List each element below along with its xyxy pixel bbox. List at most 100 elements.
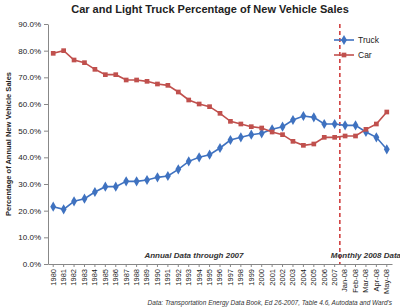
x-tick: 1980	[49, 264, 58, 286]
x-tick-mark	[220, 264, 221, 267]
y-tick-label: 50.0%	[18, 127, 41, 136]
marker	[353, 134, 358, 139]
x-tick-label: 1984	[90, 269, 99, 286]
marker	[186, 156, 192, 166]
y-tick-label: 0.0%	[23, 260, 41, 269]
y-tick: 40.0%	[18, 153, 48, 162]
x-tick-mark	[53, 264, 54, 267]
marker	[384, 110, 389, 115]
marker	[93, 67, 98, 72]
legend-marker	[342, 53, 347, 58]
legend-marker	[341, 35, 347, 45]
y-tick: 80.0%	[18, 47, 48, 56]
marker	[50, 202, 56, 212]
marker	[311, 112, 317, 122]
x-tick-label: 2002	[278, 269, 287, 286]
x-tick-mark	[105, 264, 106, 267]
x-tick-label: 2000	[257, 269, 266, 286]
legend-label: Car	[358, 50, 372, 60]
y-tick-mark	[44, 104, 48, 105]
x-tick-mark	[313, 264, 314, 267]
marker	[248, 130, 254, 140]
marker	[51, 51, 56, 56]
x-tick: 1992	[174, 264, 183, 286]
marker	[165, 171, 171, 181]
marker	[322, 135, 327, 140]
marker	[290, 115, 296, 125]
marker	[113, 72, 118, 77]
x-tick-label: 2001	[268, 269, 277, 286]
plot-area	[50, 48, 389, 214]
y-tick-label: 90.0%	[18, 20, 41, 29]
x-tick-label: Mar-08	[361, 269, 370, 293]
x-tick-label: 1994	[195, 269, 204, 286]
marker	[249, 124, 254, 129]
x-tick-mark	[292, 264, 293, 267]
x-axis: 1980198119821983198419851986198719881989…	[49, 264, 393, 294]
x-tick: 1996	[215, 264, 224, 286]
y-tick-mark	[44, 237, 48, 238]
marker	[196, 152, 202, 162]
x-tick: 1990	[153, 264, 162, 286]
x-tick: 1982	[69, 264, 78, 286]
y-tick: 30.0%	[18, 180, 48, 189]
marker	[102, 182, 108, 192]
marker	[301, 143, 306, 148]
y-tick: 0.0%	[23, 260, 48, 269]
y-tick-label: 20.0%	[18, 207, 41, 216]
y-tick: 90.0%	[18, 20, 48, 29]
series-line	[53, 116, 387, 209]
marker	[145, 79, 150, 84]
marker	[332, 135, 337, 140]
x-tick-label: 1982	[69, 269, 78, 286]
x-tick-label: 2006	[320, 269, 329, 286]
y-axis-line	[48, 25, 49, 265]
y-axis: 0.0%10.0%20.0%30.0%40.0%50.0%60.0%70.0%8…	[18, 20, 48, 269]
x-tick-label: 1999	[247, 269, 256, 286]
x-tick: 2004	[299, 264, 308, 286]
marker	[280, 132, 285, 137]
marker	[82, 194, 88, 204]
x-tick-label: 1988	[132, 269, 141, 286]
x-tick-label: Jan-08	[340, 269, 349, 292]
x-tick: Jan-08	[340, 264, 349, 292]
x-tick-mark	[136, 264, 137, 267]
x-tick-mark	[209, 264, 210, 267]
x-tick-label: 1981	[59, 269, 68, 286]
marker	[155, 172, 161, 182]
y-tick-mark	[44, 131, 48, 132]
x-tick-mark	[272, 264, 273, 267]
x-tick-mark	[230, 264, 231, 267]
x-tick: 1997	[226, 264, 235, 286]
x-tick-mark	[376, 264, 377, 267]
x-tick: 1986	[111, 264, 120, 286]
x-tick-label: 1990	[153, 269, 162, 286]
y-tick-mark	[44, 184, 48, 185]
y-tick-mark	[44, 24, 48, 25]
marker	[364, 127, 369, 132]
x-tick: 1987	[122, 264, 131, 286]
x-tick-mark	[386, 264, 387, 267]
marker	[61, 204, 67, 214]
x-tick: 1998	[236, 264, 245, 286]
x-tick-label: 1989	[142, 269, 151, 286]
title: Car and Light Truck Percentage of New Ve…	[71, 3, 349, 15]
x-tick-label: 1986	[111, 269, 120, 286]
marker	[384, 144, 390, 154]
source: Data: Transportation Energy Data Book, E…	[148, 299, 393, 307]
marker	[218, 111, 223, 116]
marker	[134, 78, 139, 83]
marker	[321, 119, 327, 129]
series-line	[53, 51, 387, 146]
y-tick: 70.0%	[18, 73, 48, 82]
marker	[113, 182, 119, 192]
marker	[270, 130, 275, 135]
x-tick-mark	[261, 264, 262, 267]
x-tick: 1994	[195, 264, 204, 286]
annotation: Monthly 2008 Data	[331, 251, 400, 260]
annotation: Annual Data through 2007	[143, 251, 244, 260]
x-tick-mark	[126, 264, 127, 267]
marker	[176, 90, 181, 95]
x-tick: 1993	[184, 264, 193, 286]
x-tick: May-08	[382, 264, 391, 294]
